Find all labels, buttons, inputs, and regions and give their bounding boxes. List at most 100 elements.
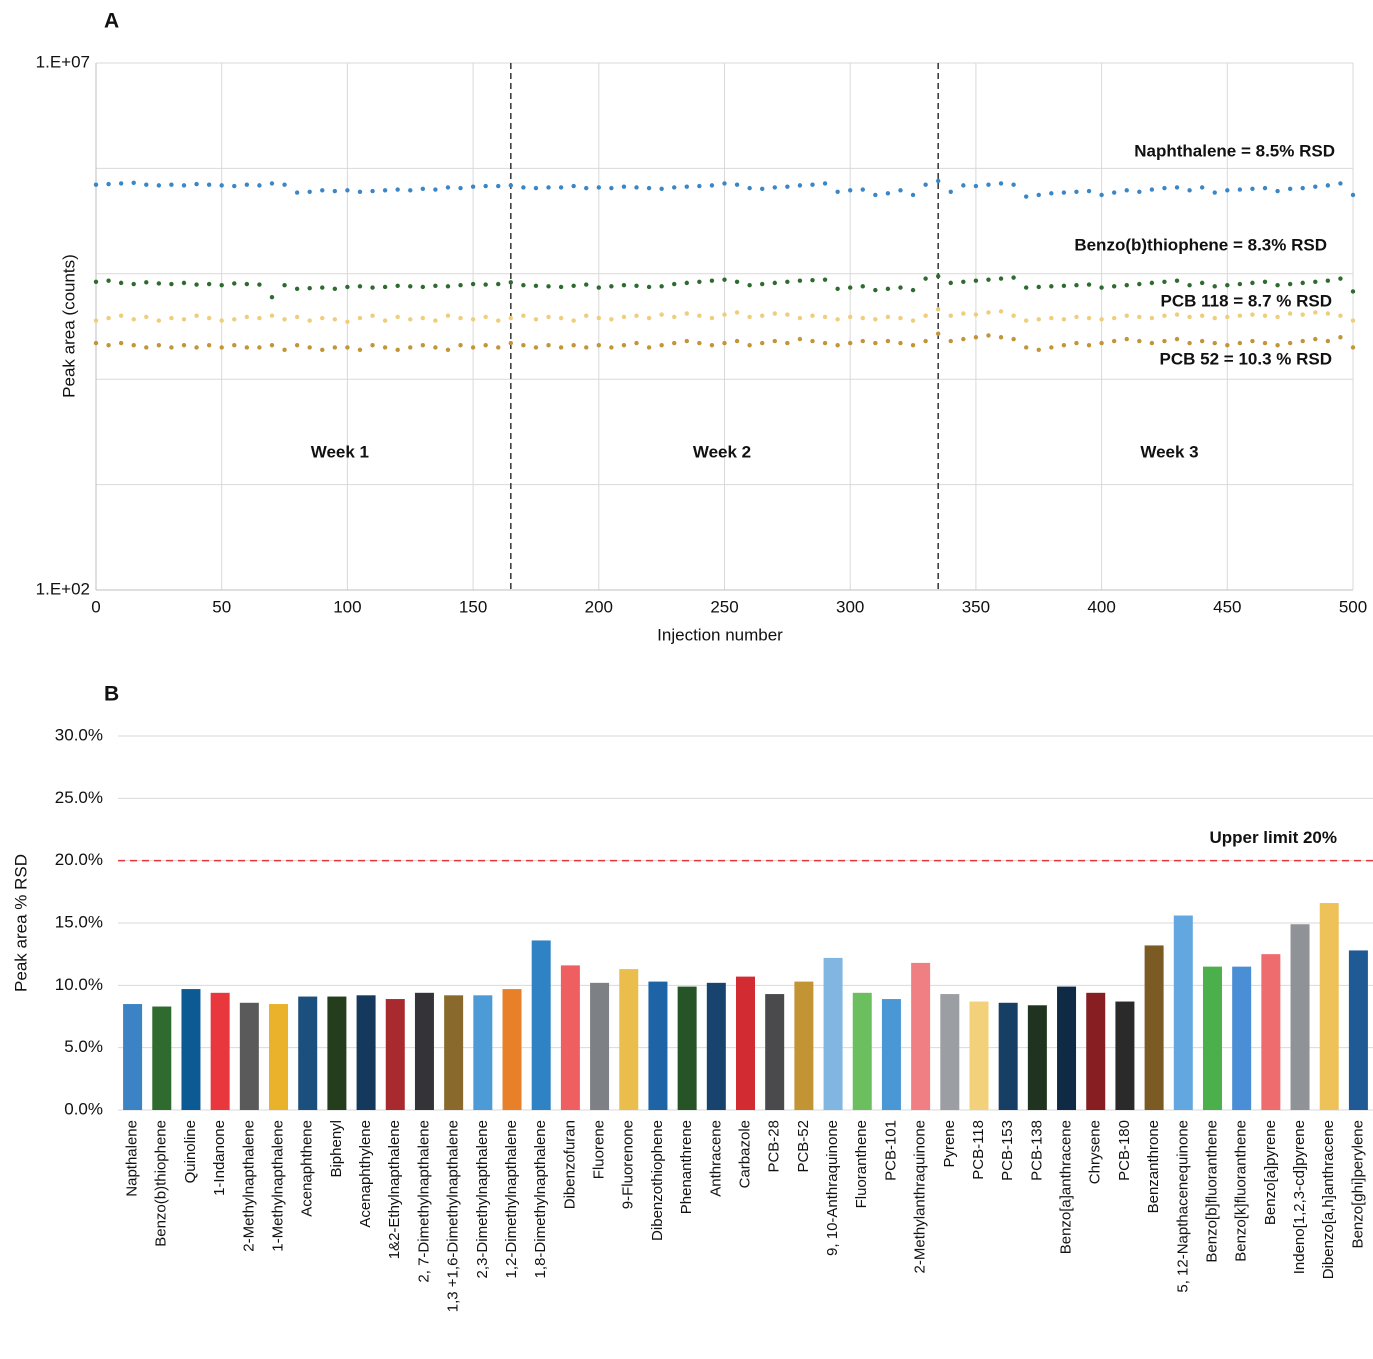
data-point <box>1111 190 1117 195</box>
data-point <box>521 282 526 288</box>
x-tick-label: 1&2-Ethylnapthalene <box>386 1120 403 1259</box>
data-point <box>646 345 652 350</box>
x-tick-label: Anthracene <box>707 1120 724 1197</box>
data-point <box>320 285 325 290</box>
week-label: Week 1 <box>311 442 369 461</box>
data-point <box>646 315 652 321</box>
data-point <box>1061 343 1067 348</box>
data-point <box>709 315 715 321</box>
data-point <box>1250 186 1255 192</box>
data-point <box>232 183 237 189</box>
data-point <box>1325 338 1331 344</box>
data-point <box>408 284 413 289</box>
data-point <box>558 345 564 350</box>
data-point <box>973 183 979 189</box>
data-point <box>961 279 966 284</box>
data-point <box>445 347 451 353</box>
data-point <box>709 343 715 348</box>
data-point <box>395 283 400 288</box>
data-point <box>1250 280 1255 286</box>
data-point <box>609 284 614 289</box>
data-point <box>1325 311 1331 316</box>
data-point <box>219 183 224 188</box>
data-point <box>697 279 702 284</box>
x-tick-label: Benzo[a]pyrene <box>1262 1120 1279 1225</box>
x-tick-label: Dibenzothiophene <box>649 1120 666 1241</box>
data-point <box>973 335 979 340</box>
data-point <box>848 285 853 290</box>
data-point <box>219 345 224 350</box>
data-point <box>483 343 488 348</box>
data-point <box>1212 315 1217 321</box>
x-tick-label: Benzo[k]fluoranthene <box>1233 1120 1250 1262</box>
week-label: Week 3 <box>1140 442 1198 461</box>
data-point <box>558 315 564 321</box>
data-point <box>156 318 162 323</box>
x-tick-label: PCB-28 <box>766 1120 783 1173</box>
data-point <box>118 181 124 186</box>
bar <box>1086 992 1106 1110</box>
data-point <box>1149 280 1155 286</box>
data-point <box>772 185 777 190</box>
data-point <box>621 184 627 189</box>
data-point <box>420 343 426 348</box>
data-point <box>1350 318 1356 323</box>
x-tick-label: Biphenyl <box>328 1120 345 1178</box>
data-point <box>118 313 124 318</box>
data-point <box>1111 284 1117 289</box>
data-point <box>1300 280 1305 286</box>
bar <box>1232 966 1252 1110</box>
data-point <box>169 182 174 187</box>
bar <box>823 957 843 1110</box>
data-point <box>181 317 187 322</box>
data-point <box>1074 189 1079 194</box>
data-point <box>294 314 300 320</box>
data-point <box>1137 281 1142 287</box>
data-point <box>659 186 664 192</box>
data-point <box>1137 189 1142 194</box>
data-point <box>320 315 325 321</box>
data-point <box>357 284 363 289</box>
data-point <box>1124 188 1129 193</box>
data-point <box>1212 340 1217 346</box>
data-point <box>558 284 564 290</box>
data-point <box>697 183 702 189</box>
data-point <box>973 278 979 283</box>
data-point <box>433 187 438 192</box>
data-point <box>910 318 916 323</box>
series-label: PCB 118 = 8.7 % RSD <box>1160 291 1332 310</box>
data-point <box>1338 181 1343 186</box>
data-point <box>797 278 803 283</box>
data-point <box>93 182 99 187</box>
bar <box>531 940 551 1110</box>
data-point <box>596 343 601 348</box>
data-point <box>1225 314 1230 320</box>
data-point <box>923 276 928 281</box>
data-point <box>1111 315 1117 321</box>
data-point <box>445 185 451 190</box>
data-point <box>395 314 400 320</box>
data-point <box>144 182 149 187</box>
data-point <box>194 313 199 318</box>
data-point <box>1275 314 1280 320</box>
data-point <box>496 318 501 323</box>
data-point <box>1275 343 1280 348</box>
data-point <box>1174 312 1180 317</box>
data-point <box>760 340 765 346</box>
data-point <box>546 284 551 289</box>
data-point <box>1023 285 1029 290</box>
x-tick-label: 150 <box>459 597 487 616</box>
x-tick-label: Napthalene <box>124 1120 141 1197</box>
y-tick-label: 0.0% <box>64 1099 103 1118</box>
bar <box>998 1002 1018 1110</box>
data-point <box>244 314 250 320</box>
data-point <box>797 336 803 342</box>
data-point <box>533 283 539 288</box>
data-point <box>257 345 262 350</box>
data-point <box>156 281 162 286</box>
data-point <box>169 315 174 321</box>
data-point <box>156 183 162 188</box>
data-point <box>357 347 363 353</box>
data-point <box>194 282 199 287</box>
data-point <box>697 340 702 346</box>
